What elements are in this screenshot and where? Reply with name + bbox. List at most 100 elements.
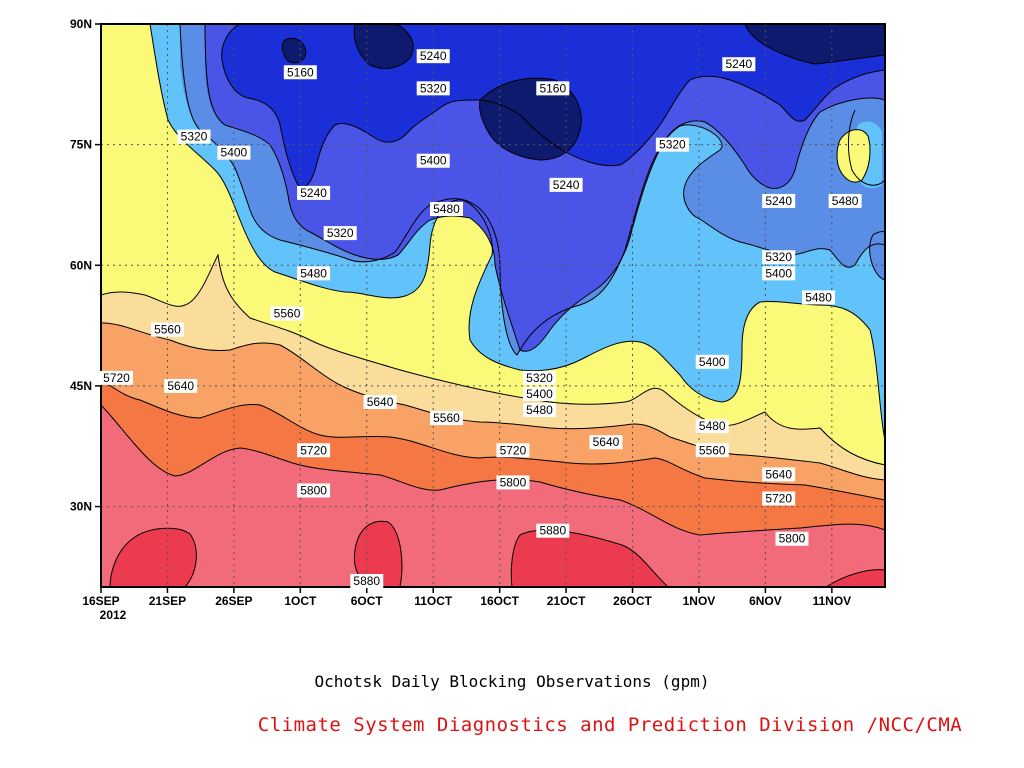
svg-text:5400: 5400 (221, 146, 248, 160)
band-5480-island-east (836, 129, 870, 183)
svg-text:5320: 5320 (765, 250, 792, 264)
x-tick-label: 16OCT (480, 594, 519, 608)
contour-label: 5640 (363, 395, 397, 410)
contour-label: 5560 (429, 411, 463, 426)
contour-label: 5880 (350, 574, 384, 588)
svg-text:5240: 5240 (725, 57, 752, 71)
contour-label: 5480 (695, 419, 729, 434)
svg-text:5320: 5320 (659, 138, 686, 152)
x-tick-label: 11NOV (812, 594, 851, 608)
contour-label: 5720 (100, 370, 133, 385)
svg-text:5320: 5320 (327, 226, 354, 240)
svg-text:5160: 5160 (287, 65, 314, 79)
svg-text:5480: 5480 (805, 290, 832, 304)
x-tick-label: 11OCT (414, 594, 453, 608)
svg-text:5240: 5240 (420, 49, 447, 63)
band-below-5160-d (745, 24, 885, 64)
svg-text:5240: 5240 (765, 194, 792, 208)
svg-text:5720: 5720 (765, 492, 792, 506)
x-tick-label: 6NOV (749, 594, 782, 608)
contour-label: 5240 (762, 193, 796, 208)
x-tick-label: 21OCT (547, 594, 586, 608)
band-below-5160-b (479, 78, 582, 160)
contour-label: 5400 (416, 153, 450, 168)
plot-frame (100, 23, 886, 588)
contour-label: 5160 (283, 65, 317, 80)
y-tick-label: 75N (70, 138, 92, 152)
svg-text:5320: 5320 (181, 130, 208, 144)
contour-label: 5880 (536, 523, 570, 538)
band-below-5160-c (282, 38, 306, 63)
svg-text:5320: 5320 (420, 81, 447, 95)
contour-label: 5240 (416, 49, 450, 64)
svg-text:5160: 5160 (539, 81, 566, 95)
contour-label: 5640 (762, 467, 796, 482)
svg-text:5240: 5240 (553, 178, 580, 192)
contour-label: 5480 (429, 201, 463, 216)
svg-text:5640: 5640 (367, 395, 394, 409)
contour-label: 5160 (536, 81, 570, 96)
contour-label: 5480 (828, 193, 862, 208)
contour-label: 5320 (523, 370, 557, 385)
contour-label: 5480 (802, 290, 836, 305)
credit-line: Climate System Diagnostics and Predictio… (257, 714, 963, 736)
svg-text:5560: 5560 (433, 411, 460, 425)
svg-text:5800: 5800 (300, 483, 327, 497)
contour-lines (101, 24, 885, 587)
contour-label: 5480 (297, 266, 331, 281)
y-tick-label: 90N (70, 17, 92, 31)
y-tick-label: 60N (70, 258, 92, 272)
contour-label: 5480 (523, 403, 557, 418)
contour-label: 5240 (297, 185, 331, 200)
contour-label: 5800 (496, 475, 530, 490)
svg-text:5880: 5880 (353, 574, 380, 588)
x-tick-year: 2012 (100, 608, 127, 622)
svg-text:5400: 5400 (765, 266, 792, 280)
contour-label: 5560 (150, 322, 184, 337)
x-tick-label: 6OCT (351, 594, 384, 608)
svg-text:5800: 5800 (779, 532, 806, 546)
x-tick-label: 1OCT (284, 594, 317, 608)
x-tick-label: 16SEP (82, 594, 119, 608)
svg-text:5640: 5640 (593, 435, 620, 449)
svg-text:5560: 5560 (699, 443, 726, 457)
contour-label: 5320 (762, 250, 796, 265)
contour-label: 5320 (177, 129, 211, 144)
contour-label: 5400 (217, 145, 251, 160)
svg-text:5640: 5640 (765, 467, 792, 481)
svg-text:5480: 5480 (300, 266, 327, 280)
contour-label: 5640 (164, 378, 198, 393)
svg-text:5480: 5480 (832, 194, 859, 208)
chart-title: Ochotsk Daily Blocking Observations (gpm… (314, 672, 710, 691)
svg-text:5480: 5480 (526, 403, 553, 417)
contour-label: 5720 (496, 443, 530, 458)
band-below-5160-a (354, 24, 414, 69)
contour-label: 5800 (775, 531, 809, 546)
x-tick-label: 21SEP (149, 594, 186, 608)
svg-text:5720: 5720 (300, 443, 327, 457)
x-tick-label: 1NOV (683, 594, 716, 608)
contour-label: 5400 (523, 386, 557, 401)
svg-text:5880: 5880 (539, 524, 566, 538)
contour-label: 5320 (655, 137, 689, 152)
svg-text:5480: 5480 (433, 202, 460, 216)
svg-text:5480: 5480 (699, 419, 726, 433)
svg-text:5400: 5400 (526, 387, 553, 401)
svg-text:5400: 5400 (420, 154, 447, 168)
contour-label: 5560 (270, 306, 304, 321)
contour-label: 5560 (695, 443, 729, 458)
svg-text:5800: 5800 (500, 475, 527, 489)
y-tick-label: 30N (70, 500, 92, 514)
y-tick-label: 45N (70, 379, 92, 393)
contour-label: 5320 (416, 81, 450, 96)
svg-text:5640: 5640 (167, 379, 194, 393)
contour-label: 5800 (297, 483, 331, 498)
svg-text:5720: 5720 (103, 371, 130, 385)
svg-text:5560: 5560 (154, 323, 181, 337)
contour-labels: 5160 5240 5160 5320 5240 5320 5400 5400 5320 5240… (100, 49, 862, 588)
contour-label: 5240 (549, 177, 583, 192)
svg-text:5400: 5400 (699, 355, 726, 369)
y-axis: 30N 45N 60N 75N 90N (70, 17, 101, 514)
svg-text:5320: 5320 (526, 371, 553, 385)
x-tick-label: 26SEP (215, 594, 252, 608)
